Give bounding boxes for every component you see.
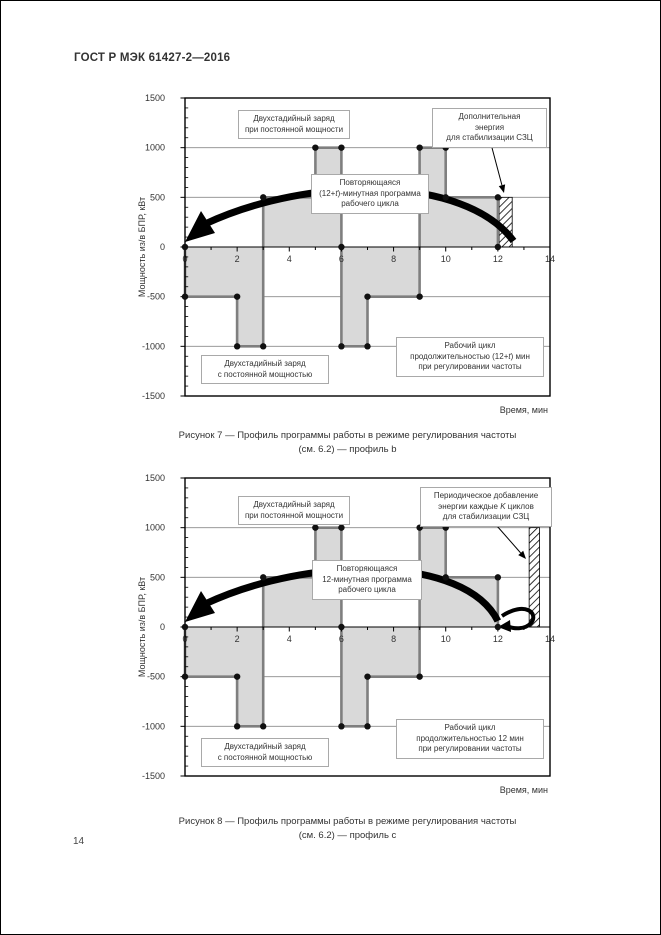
x-axis-title: Время, мин bbox=[500, 785, 548, 795]
additional-energy-note-arrow bbox=[490, 143, 503, 186]
x-tick-label: 12 bbox=[493, 254, 503, 264]
x-tick-label: 10 bbox=[441, 254, 451, 264]
x-tick-label: 6 bbox=[339, 254, 344, 264]
figure7: 0 2 4 6 8 10 12 14 1500 1000 500 0 -500 -1000 -1500 Вре… bbox=[135, 90, 565, 425]
y-tick-label: 500 bbox=[150, 192, 165, 202]
document-header: ГОСТ Р МЭК 61427-2—2016 bbox=[74, 52, 231, 64]
figure8: 0 2 4 6 8 10 12 14 1500 1000 500 0 -500 -1000 -1500 Вре… bbox=[135, 470, 565, 805]
repeating-program-note: Повторяющаяся (12+t)-минутная программа ра… bbox=[311, 174, 429, 214]
x-tick-label: 4 bbox=[287, 634, 292, 644]
y-tick-label: 1000 bbox=[145, 143, 165, 153]
y-tick-label: -1500 bbox=[142, 771, 165, 781]
y-tick-label: 0 bbox=[160, 242, 165, 252]
cycle-repeat-arrowhead bbox=[185, 591, 215, 622]
repeat-loop-arrowhead bbox=[498, 620, 511, 632]
y-tick-label: -500 bbox=[147, 672, 165, 682]
x-axis-title: Время, мин bbox=[500, 405, 548, 415]
repeating-program-note: Повторяющаяся 12-минутная программа рабоче… bbox=[312, 560, 422, 600]
y-axis-title: Мощность из/в БПР, кВт bbox=[137, 197, 147, 297]
x-tick-label: 6 bbox=[339, 634, 344, 644]
y-tick-label: -1000 bbox=[142, 721, 165, 731]
y-tick-label: 0 bbox=[160, 622, 165, 632]
cycle-repeat-arrowhead bbox=[185, 211, 215, 242]
figure7-caption-line2: (см. 6.2) — профиль b bbox=[298, 444, 397, 455]
x-tick-label: 2 bbox=[235, 254, 240, 264]
y-tick-label: 1000 bbox=[145, 523, 165, 533]
x-tick-label: 4 bbox=[287, 254, 292, 264]
duty-cycle-note: Рабочий цикл продолжительностью 12 мин при… bbox=[396, 719, 544, 759]
x-tick-label: 10 bbox=[441, 634, 451, 644]
y-tick-label: -1500 bbox=[142, 391, 165, 401]
y-tick-label: 1500 bbox=[145, 473, 165, 483]
y-tick-label: -1000 bbox=[142, 341, 165, 351]
y-tick-label: 1500 bbox=[145, 93, 165, 103]
repeat-loop-arrow bbox=[500, 606, 536, 631]
x-tick-label: 12 bbox=[493, 634, 503, 644]
two-stage-charge-top-note: Двухстадийный заряд при постоянной мощнос… bbox=[238, 110, 350, 139]
two-stage-charge-bottom-note: Двухстадийный заряд с постоянной мощность… bbox=[201, 355, 329, 384]
x-tick-label: 8 bbox=[391, 634, 396, 644]
figure7-caption-line1: Рисунок 7 — Профиль программы работы в р… bbox=[178, 430, 517, 441]
two-stage-charge-top-note: Двухстадийный заряд при постоянной мощнос… bbox=[238, 496, 350, 525]
x-tick-label: 2 bbox=[235, 634, 240, 644]
figure8-caption: Рисунок 8 — Профиль программы работы в р… bbox=[40, 815, 655, 843]
y-tick-label: -500 bbox=[147, 292, 165, 302]
figure7-caption: Рисунок 7 — Профиль программы работы в р… bbox=[40, 429, 655, 457]
y-tick-label: 500 bbox=[150, 572, 165, 582]
y-axis-title: Мощность из/в БПР, кВт bbox=[137, 577, 147, 677]
duty-cycle-note: Рабочий цикл продолжительностью (12+t) ми… bbox=[396, 337, 544, 377]
figure8-caption-line1: Рисунок 8 — Профиль программы работы в р… bbox=[178, 816, 517, 827]
additional-energy-note: Дополнительная энергия для стабилизации СЗ… bbox=[432, 108, 547, 148]
x-tick-label: 8 bbox=[391, 254, 396, 264]
two-stage-charge-bottom-note: Двухстадийный заряд с постоянной мощность… bbox=[201, 738, 329, 767]
figure8-caption-line2: (см. 6.2) — профиль с bbox=[298, 830, 397, 841]
periodic-energy-note: Периодическое добавление энергии каждые K… bbox=[420, 487, 552, 527]
periodic-energy-note-arrow bbox=[496, 525, 522, 554]
page-number: 14 bbox=[73, 836, 85, 847]
